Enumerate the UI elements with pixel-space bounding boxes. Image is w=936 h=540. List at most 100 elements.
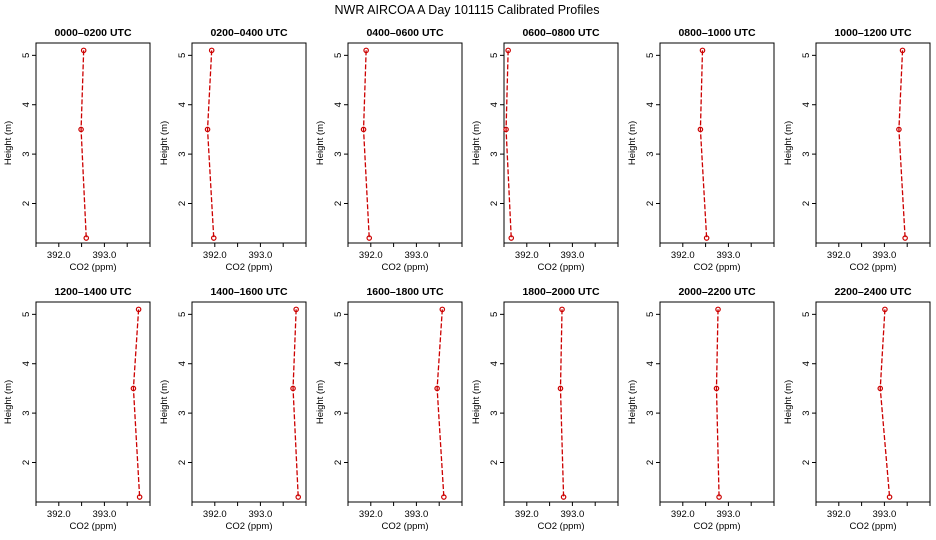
plot-frame xyxy=(35,42,151,244)
data-point xyxy=(877,385,884,392)
x-tick-label: 393.0 xyxy=(93,509,117,520)
x-tick-label: 392.0 xyxy=(47,509,71,520)
panel-title: 1600–1800 UTC xyxy=(366,286,443,298)
x-tick-label: 392.0 xyxy=(359,509,383,520)
data-point xyxy=(882,306,888,313)
x-axis-label: CO2 (ppm) xyxy=(382,521,429,532)
y-tick-label: 4 xyxy=(645,102,656,107)
profile-line xyxy=(898,50,906,239)
profile-line xyxy=(206,50,215,239)
profile-line xyxy=(505,50,512,239)
profile-line xyxy=(559,309,565,498)
data-point xyxy=(902,235,908,241)
x-tick-label: 392.0 xyxy=(47,250,71,261)
x-tick-label: 393.0 xyxy=(717,509,741,520)
y-axis-label: Height (m) xyxy=(627,121,638,165)
data-point xyxy=(366,235,373,241)
data-point xyxy=(715,306,721,313)
x-axis-label: CO2 (ppm) xyxy=(226,521,273,532)
panel-title: 0800–1000 UTC xyxy=(678,27,755,39)
y-tick-label: 3 xyxy=(645,410,656,415)
x-tick-label: 392.0 xyxy=(203,509,227,520)
panel-title: 1400–1600 UTC xyxy=(210,286,287,298)
profile-panel: 1200–1400 UTC 2 3 4 5 Height (m) 392.0 393.0CO2… xyxy=(3,286,151,532)
x-axis-label: CO2 (ppm) xyxy=(70,521,117,532)
data-point xyxy=(136,494,143,500)
y-axis-label: Height (m) xyxy=(471,121,482,165)
y-tick-label: 5 xyxy=(801,312,812,317)
x-tick-label: 392.0 xyxy=(671,250,695,261)
data-point xyxy=(135,306,142,313)
profile-panel: 2000–2200 UTC 2 3 4 5 Height (m) 392.0 393.0CO2… xyxy=(627,286,775,532)
y-tick-label: 3 xyxy=(21,151,32,156)
x-tick-label: 393.0 xyxy=(249,509,273,520)
y-tick-label: 3 xyxy=(645,151,656,156)
y-tick-label: 3 xyxy=(489,410,500,415)
data-point xyxy=(713,385,720,392)
plot-frame xyxy=(347,42,463,244)
data-point xyxy=(363,47,369,54)
y-tick-label: 5 xyxy=(645,312,656,317)
data-point xyxy=(503,126,509,133)
y-axis-label: Height (m) xyxy=(315,121,326,165)
y-tick-label: 2 xyxy=(333,460,344,465)
y-tick-label: 2 xyxy=(177,460,188,465)
x-axis-label: CO2 (ppm) xyxy=(226,262,273,273)
y-tick-label: 3 xyxy=(333,151,344,156)
y-tick-label: 5 xyxy=(333,53,344,58)
y-tick-label: 2 xyxy=(489,460,500,465)
x-axis-label: CO2 (ppm) xyxy=(694,521,741,532)
y-tick-label: 3 xyxy=(333,410,344,415)
data-point xyxy=(896,126,902,133)
profile-panel: 1000–1200 UTC 2 3 4 5 Height (m) 392.0 393.0CO2… xyxy=(783,27,931,273)
profile-panel: 2200–2400 UTC 2 3 4 5 Height (m) 392.0 393.0CO2… xyxy=(783,286,931,532)
y-tick-label: 3 xyxy=(177,410,188,415)
y-axis-label: Height (m) xyxy=(627,380,638,424)
y-tick-label: 4 xyxy=(489,361,500,366)
y-tick-label: 5 xyxy=(177,312,188,317)
data-point xyxy=(83,235,90,241)
profile-panel: 1600–1800 UTC 2 3 4 5 Height (m) 392.0 393.0CO2… xyxy=(315,286,463,532)
data-point xyxy=(899,47,906,54)
plot-frame xyxy=(35,301,151,503)
x-tick-label: 393.0 xyxy=(873,250,897,261)
data-point xyxy=(716,494,722,500)
x-tick-label: 393.0 xyxy=(405,250,429,261)
y-tick-label: 2 xyxy=(333,201,344,206)
data-point xyxy=(208,47,215,54)
y-tick-label: 3 xyxy=(177,151,188,156)
y-tick-label: 5 xyxy=(645,53,656,58)
y-tick-label: 3 xyxy=(801,151,812,156)
y-tick-label: 2 xyxy=(645,460,656,465)
y-tick-label: 2 xyxy=(645,201,656,206)
plot-frame xyxy=(815,42,931,244)
y-tick-label: 5 xyxy=(489,53,500,58)
panel-title: 1800–2000 UTC xyxy=(522,286,599,298)
y-axis-label: Height (m) xyxy=(471,380,482,424)
x-tick-label: 393.0 xyxy=(873,509,897,520)
data-point xyxy=(703,235,710,241)
profile-panel: 0200–0400 UTC 2 3 4 5 Height (m) 392.0 393.0CO2… xyxy=(159,27,307,273)
profile-line xyxy=(879,309,891,498)
y-tick-label: 4 xyxy=(333,361,344,366)
panel-title: 0400–0600 UTC xyxy=(366,27,443,39)
x-axis-label: CO2 (ppm) xyxy=(382,262,429,273)
y-tick-label: 4 xyxy=(333,102,344,107)
plot-frame xyxy=(659,301,775,503)
panel-title: 0000–0200 UTC xyxy=(54,27,131,39)
data-point xyxy=(697,126,704,133)
plot-frame xyxy=(191,42,307,244)
profile-line xyxy=(715,309,720,498)
plot-frame xyxy=(815,301,931,503)
y-tick-label: 2 xyxy=(801,460,812,465)
profile-panel: 1400–1600 UTC 2 3 4 5 Height (m) 392.0 393.0CO2… xyxy=(159,286,307,532)
y-axis-label: Height (m) xyxy=(783,121,794,165)
y-axis-label: Height (m) xyxy=(783,380,794,424)
y-axis-label: Height (m) xyxy=(315,380,326,424)
x-tick-label: 393.0 xyxy=(717,250,741,261)
figure-title: NWR AIRCOA A Day 101115 Calibrated Profi… xyxy=(335,3,600,17)
y-tick-label: 5 xyxy=(489,312,500,317)
x-axis-label: CO2 (ppm) xyxy=(70,262,117,273)
y-tick-label: 4 xyxy=(645,361,656,366)
